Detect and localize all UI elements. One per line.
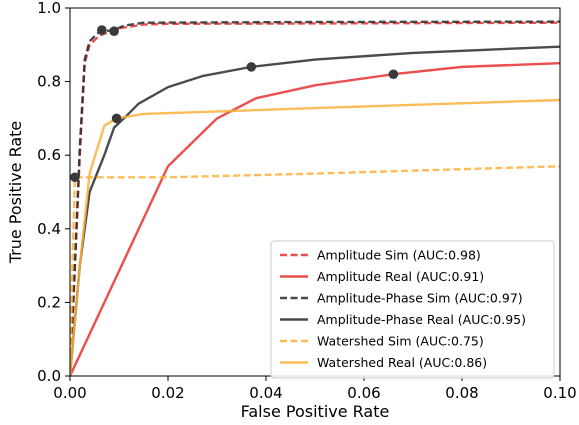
series-line-2 — [70, 62, 560, 376]
y-tick-label: 1.0 — [37, 0, 61, 17]
x-tick-label: 0.10 — [543, 384, 576, 402]
marker-layer — [70, 25, 399, 183]
y-tick-label: 0.8 — [37, 73, 61, 91]
y-axis-ticks: 0.0 0.2 0.4 0.6 0.8 1.0 — [37, 0, 70, 385]
legend: Amplitude Sim (AUC:0.98) Amplitude Real (… — [270, 240, 555, 379]
y-tick-label: 0.2 — [37, 293, 61, 311]
operating-point-marker — [388, 69, 399, 80]
operating-point-marker — [246, 62, 257, 72]
x-tick-label: 0.04 — [249, 384, 282, 402]
x-tick-label: 0.00 — [53, 384, 86, 402]
legend-label: Amplitude-Phase Sim (AUC:0.97) — [317, 291, 523, 306]
legend-label: Amplitude Real (AUC:0.91) — [317, 269, 484, 284]
operating-point-marker — [97, 25, 107, 35]
operating-point-marker — [111, 113, 122, 124]
y-tick-label: 0.0 — [37, 367, 61, 385]
series-line-6 — [70, 98, 560, 376]
y-tick-label: 0.4 — [37, 220, 61, 238]
x-tick-label: 0.02 — [151, 384, 184, 402]
operating-point-marker — [70, 172, 80, 183]
series-line-5 — [70, 165, 560, 376]
series-line-4 — [70, 45, 560, 376]
y-axis-title: True Positive Rate — [6, 121, 25, 265]
legend-label: Amplitude Sim (AUC:0.98) — [317, 248, 481, 263]
legend-label: Watershed Real (AUC:0.86) — [317, 355, 487, 370]
x-tick-label: 0.06 — [347, 384, 380, 402]
x-axis-ticks: 0.00 0.02 0.04 0.06 0.08 0.10 — [53, 376, 577, 402]
y-tick-label: 0.6 — [37, 146, 61, 164]
x-axis-title: False Positive Rate — [241, 402, 390, 421]
legend-box — [270, 240, 555, 379]
x-tick-label: 0.08 — [445, 384, 478, 402]
operating-point-marker — [109, 26, 119, 36]
legend-label: Amplitude-Phase Real (AUC:0.95) — [317, 312, 526, 327]
legend-label: Watershed Sim (AUC:0.75) — [317, 334, 484, 349]
